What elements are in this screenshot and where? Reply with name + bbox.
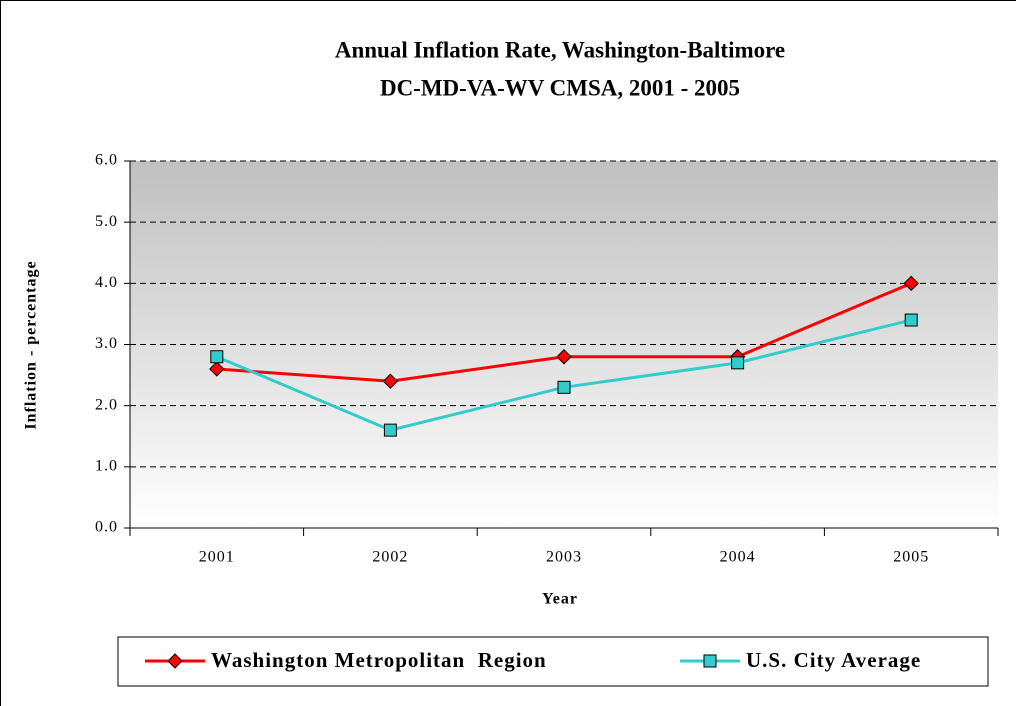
y-tick-label: 0.0 [95,519,118,536]
y-tick-label: 6.0 [95,152,118,169]
x-axis-label: Year [542,591,578,608]
marker [731,356,745,370]
marker [210,350,224,364]
legend [117,636,989,687]
chart-title: Annual Inflation Rate, Washington-Baltim… [335,37,785,62]
x-tick-label: 2001 [199,549,235,566]
marker [557,380,571,394]
marker [383,423,397,437]
y-tick-label: 4.0 [95,274,118,291]
legend-label: U.S. City Average [746,648,921,672]
y-tick-label: 1.0 [95,458,118,475]
marker [703,654,717,668]
x-tick-label: 2003 [546,549,582,566]
y-tick-label: 2.0 [95,396,118,413]
marker [903,275,919,292]
y-tick-label: 3.0 [95,335,118,352]
x-tick-label: 2004 [720,549,756,566]
y-axis-label: Inflation - percentage [23,260,40,429]
marker [382,373,399,389]
chart-title: DC-MD-VA-WV CMSA, 2001 - 2005 [380,75,740,100]
marker [167,653,183,669]
marker [904,313,918,327]
x-tick-label: 2005 [893,549,929,566]
marker [209,361,225,377]
legend-label: Washington Metropolitan Region [211,648,547,672]
marker [556,349,572,365]
x-tick-label: 2002 [372,549,408,566]
y-tick-label: 5.0 [95,213,118,230]
